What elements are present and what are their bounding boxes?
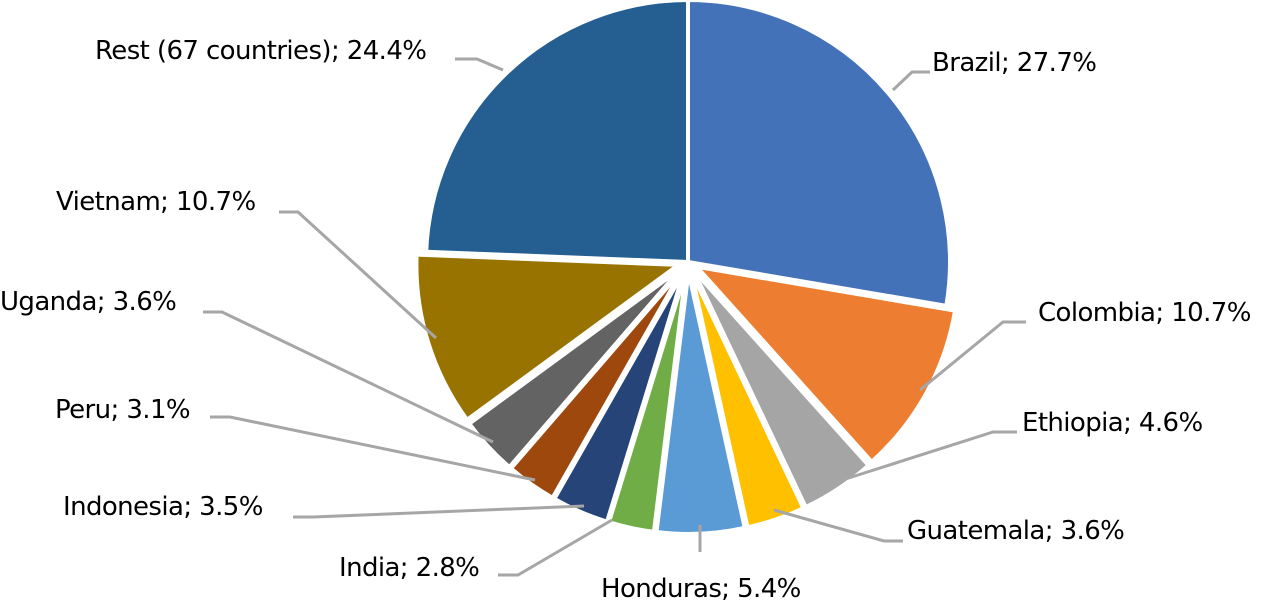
data-label: India; 2.8% (339, 553, 480, 583)
data-label: Indonesia; 3.5% (63, 492, 263, 522)
pie-slice-vietnam (414, 252, 681, 422)
leader-line (210, 415, 536, 482)
leader-line (455, 57, 504, 72)
data-label: Rest (67 countries); 24.4% (95, 36, 427, 66)
leader-line (773, 508, 903, 543)
leader-line (498, 518, 613, 577)
leader-line (891, 70, 930, 92)
data-label: Colombia; 10.7% (1038, 298, 1251, 328)
leader-line (835, 430, 1017, 484)
data-label: Guatemala; 3.6% (907, 516, 1125, 546)
data-label: Uganda; 3.6% (0, 287, 177, 317)
leader-line (293, 504, 585, 519)
pie-slice-ethiopia (691, 268, 871, 510)
pie-slice-rest-67-countries (424, 0, 690, 264)
leader-line (919, 320, 1026, 392)
data-label: Peru; 3.1% (55, 395, 191, 425)
pie-slices (414, 0, 958, 536)
pie-slice-uganda (467, 266, 683, 470)
data-label: Brazil; 27.7% (932, 48, 1097, 78)
pie-slice-guatemala (689, 269, 806, 530)
leader-line (203, 310, 494, 444)
pie-slice-colombia (694, 264, 958, 464)
pie-slice-peru (508, 268, 685, 500)
leader-line (279, 210, 438, 340)
leader-lines (203, 57, 1026, 577)
data-label: Vietnam; 10.7% (56, 187, 256, 217)
pie-slice-brazil (686, 0, 952, 308)
data-label: Honduras; 5.4% (601, 574, 801, 604)
data-label: Ethiopia; 4.6% (1022, 408, 1203, 438)
